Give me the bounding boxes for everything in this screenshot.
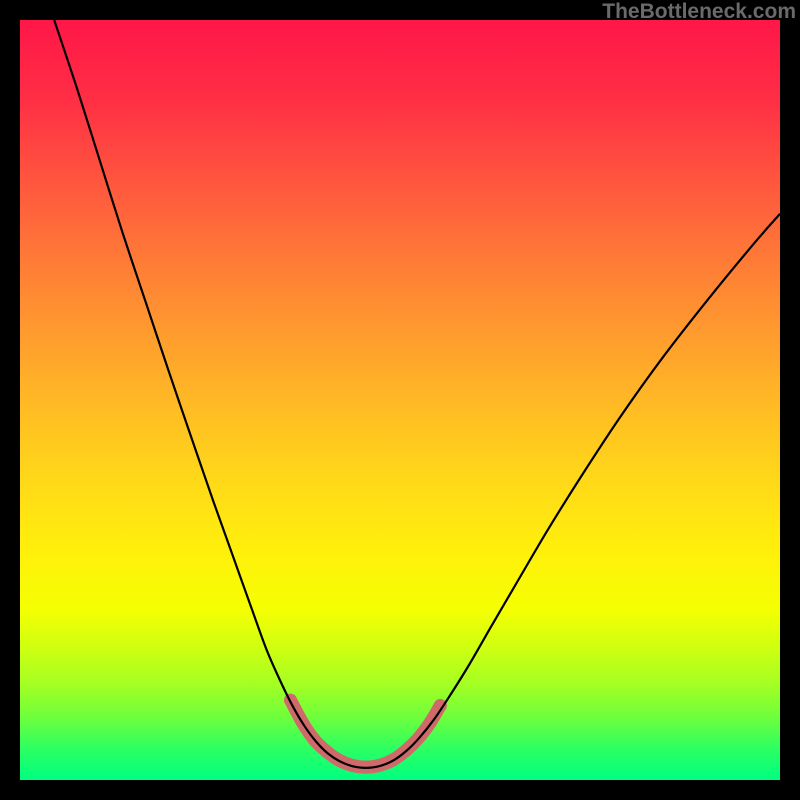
chart-curves-layer xyxy=(20,20,780,780)
chart-plot-area xyxy=(20,20,780,780)
watermark-text: TheBottleneck.com xyxy=(602,0,796,24)
bottleneck-curve xyxy=(54,20,780,768)
